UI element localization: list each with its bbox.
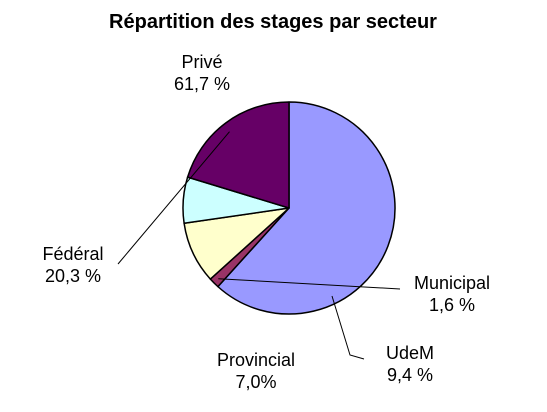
slice-label-value: 9,4 % [387,365,433,385]
leader-line [117,131,230,265]
leader-line [218,278,401,290]
leader-lines [117,131,401,360]
slice-label-name: Privé [181,52,222,72]
slice-label-name: Municipal [414,273,490,293]
leader-line [331,295,365,360]
slice-label-value: 61,7 % [174,74,230,94]
slice-label-value: 7,0% [235,372,276,392]
slice-label-name: UdeM [386,343,434,363]
slice-label-value: 20,3 % [45,266,101,286]
pie-slice-prive [217,101,396,315]
slice-label-name: Fédéral [42,244,103,264]
slice-label-value: 1,6 % [429,295,475,315]
chart-title: Répartition des stages par secteur [109,11,437,33]
pie-slice-federal [186,101,290,209]
slice-label-name: Provincial [217,350,295,370]
pie-slices [182,101,396,315]
